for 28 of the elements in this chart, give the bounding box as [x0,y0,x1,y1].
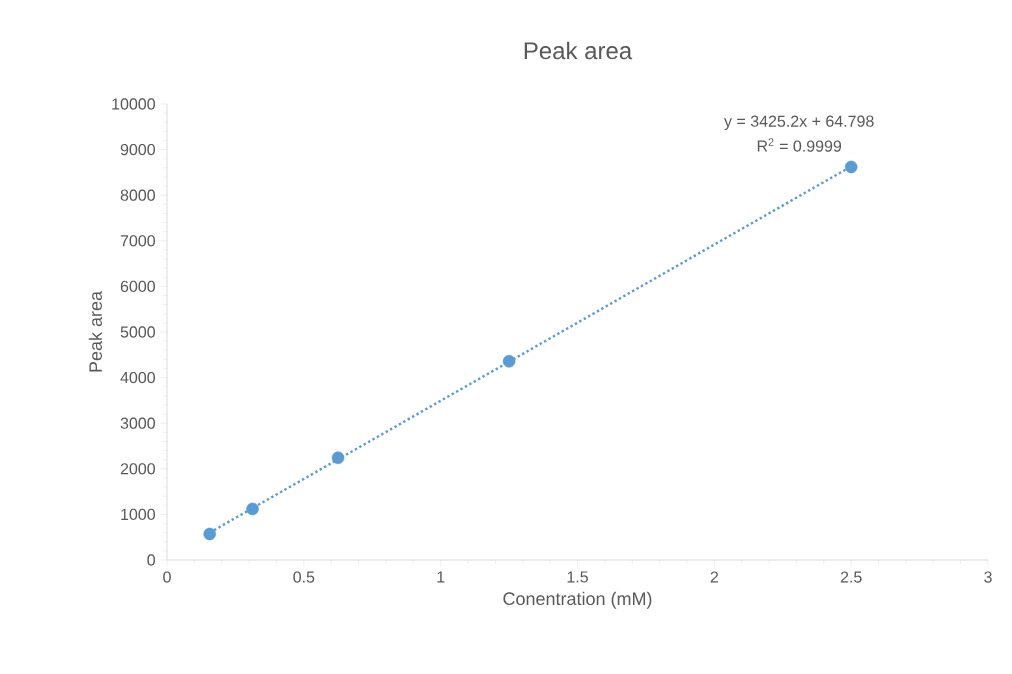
x-tick-label: 2.5 [840,571,862,583]
y-tick-label: 3000 [120,417,155,429]
chart-title: Peak area [524,41,633,60]
point [502,354,516,368]
annotation: y = 3425.2x + 64.798 [724,115,874,131]
y-tick-label: 1000 [121,508,155,521]
x-tick-label: 2 [710,571,718,583]
x-axis-title: Conentration (mM) [503,591,652,609]
y-tick-label: 8000 [120,189,155,201]
y-tick-label: 0 [147,554,156,566]
y-tick-label: 2000 [120,463,155,475]
point [844,160,858,174]
y-tick-label: 5000 [120,326,155,338]
x-tick-label: 0.5 [293,571,315,583]
y-tick-label: 9000 [120,143,155,156]
point [246,502,259,516]
x-tick-label: 1.5 [567,571,588,583]
y-tick-label: 4000 [120,371,155,384]
x-tick-label: 1 [437,571,445,583]
point [331,451,345,465]
y-tick-label: 6000 [120,280,155,293]
x-tick-label: 0 [163,571,171,583]
x-tick-label: 3 [984,571,992,583]
y-tick-label: 10000 [112,98,155,110]
y-tick-label: 7000 [120,235,155,247]
annotation: R$^{2}$ = 0.9999 [757,138,842,152]
point [203,527,216,541]
y-axis-title: Peak area [88,290,102,372]
